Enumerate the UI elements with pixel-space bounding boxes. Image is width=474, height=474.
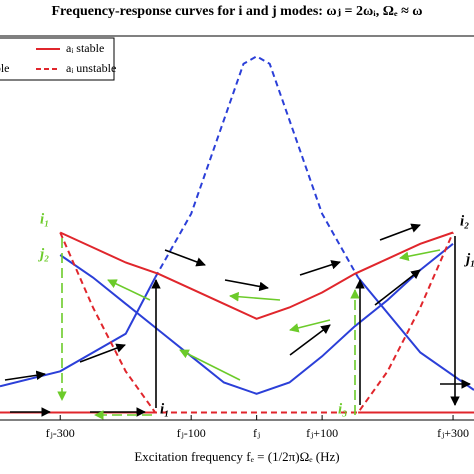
arrow [299,260,341,276]
legend-label: aⱼ unstable [0,61,10,75]
green-arrow [179,349,241,381]
plot-frame [0,35,474,421]
x-tick-label: fⱼ+300 [437,426,469,440]
plot-layer: fⱼ-300 fⱼ-100 fⱼ fⱼ+100 fⱼ+300 Excitation fre… [0,37,474,464]
series-line [0,231,474,414]
annotation: j₁ [464,251,474,267]
green-arrow [289,319,331,333]
annotation: i₁ [160,401,169,417]
x-tick-label: fⱼ+100 [306,426,338,440]
legend-label: aᵢ stable [66,41,104,55]
x-tick-label: fⱼ [253,426,260,440]
annotation: j₂ [38,246,49,262]
x-tick-label: fⱼ-300 [46,426,75,440]
annotation: i₃ [338,401,347,417]
legend-label: aᵢ unstable [66,61,116,75]
annotation: i₂ [460,213,469,229]
arrow [4,370,46,381]
x-axis-label: Excitation frequency fₑ = (1/2π)Ωₑ (Hz) [134,449,339,464]
series-line [59,232,454,414]
arrow [374,269,421,306]
series-line [0,243,474,395]
path-arrows [4,223,471,420]
arrow [289,324,331,356]
x-tick-label: fⱼ-100 [177,426,206,440]
green-arrow [229,291,281,302]
arrow [164,249,206,267]
green-arrow [107,279,151,301]
legend-box [0,37,115,81]
chart-title: Frequency-response curves for i and j mo… [52,4,423,19]
arrow [79,343,126,363]
arrow [224,279,269,292]
series-line [154,55,359,278]
arrow [379,223,421,241]
annotation: i₁ [40,211,49,227]
green-arrow [399,249,441,262]
